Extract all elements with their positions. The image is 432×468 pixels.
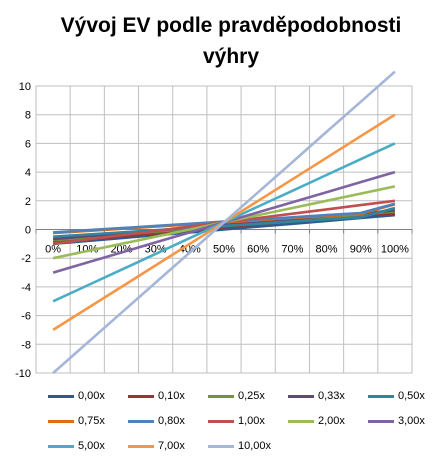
legend-swatch bbox=[208, 444, 234, 448]
y-tick-label: 2 bbox=[25, 196, 31, 208]
legend-item: 0,80x bbox=[128, 411, 185, 431]
legend-swatch bbox=[128, 419, 154, 423]
legend-swatch bbox=[128, 444, 154, 448]
y-tick-label: 6 bbox=[25, 138, 31, 150]
x-tick-label: 90% bbox=[350, 244, 372, 256]
y-tick-label: -8 bbox=[21, 339, 31, 351]
y-tick-label: 8 bbox=[25, 110, 31, 122]
legend-swatch bbox=[48, 419, 74, 423]
legend-item: 1,00x bbox=[208, 411, 265, 431]
legend-item: 2,00x bbox=[288, 411, 345, 431]
legend-label: 0,75x bbox=[78, 415, 105, 427]
y-tick-label: 0 bbox=[25, 225, 31, 237]
legend-label: 0,10x bbox=[158, 390, 185, 402]
legend-item: 0,75x bbox=[48, 411, 105, 431]
legend-label: 10,00x bbox=[238, 440, 272, 452]
legend-item: 7,00x bbox=[128, 436, 185, 456]
chart-title: Vývoj EV podle pravděpodobnosti výhry bbox=[60, 14, 402, 68]
legend-label: 0,33x bbox=[318, 390, 345, 402]
legend-label: 7,00x bbox=[158, 440, 185, 452]
y-tick-label: 10 bbox=[19, 81, 31, 93]
legend-swatch bbox=[128, 394, 154, 398]
legend-swatch bbox=[288, 394, 314, 398]
legend-label: 0,25x bbox=[238, 390, 265, 402]
series-line bbox=[52, 70, 396, 374]
y-tick-label: -6 bbox=[21, 311, 31, 323]
legend-item: 0,10x bbox=[128, 386, 185, 406]
series-line bbox=[53, 206, 396, 238]
legend-label: 0,50x bbox=[398, 390, 425, 402]
y-tick-label: -4 bbox=[21, 282, 31, 294]
x-tick-label: 20% bbox=[110, 244, 132, 256]
legend-label: 5,00x bbox=[78, 440, 105, 452]
x-tick-label: 0% bbox=[45, 244, 61, 256]
y-tick-label: 4 bbox=[25, 167, 31, 179]
legend-swatch bbox=[48, 394, 74, 398]
x-tick-label: 100% bbox=[381, 244, 409, 256]
legend-item: 0,25x bbox=[208, 386, 265, 406]
legend-swatch bbox=[288, 419, 314, 423]
x-tick-label: 50% bbox=[213, 244, 235, 256]
y-tick-label: -2 bbox=[21, 253, 31, 265]
legend-item: 10,00x bbox=[208, 436, 271, 456]
legend-label: 3,00x bbox=[398, 415, 425, 427]
legend-label: 0,00x bbox=[78, 390, 105, 402]
legend-label: 0,80x bbox=[158, 415, 185, 427]
legend-item: 5,00x bbox=[48, 436, 105, 456]
x-tick-label: 80% bbox=[316, 244, 338, 256]
legend-item: 0,33x bbox=[288, 386, 345, 406]
legend-item: 0,00x bbox=[48, 386, 105, 406]
legend-item: 3,00x bbox=[368, 411, 425, 431]
legend-item: 0,50x bbox=[368, 386, 425, 406]
legend-swatch bbox=[208, 419, 234, 423]
x-tick-label: 70% bbox=[281, 244, 303, 256]
legend-swatch bbox=[368, 394, 394, 398]
legend-swatch bbox=[48, 444, 74, 448]
legend-label: 2,00x bbox=[318, 415, 345, 427]
x-tick-label: 60% bbox=[247, 244, 269, 256]
legend-swatch bbox=[208, 394, 234, 398]
y-tick-label: -10 bbox=[15, 368, 31, 380]
legend-label: 1,00x bbox=[238, 415, 265, 427]
legend-swatch bbox=[368, 419, 394, 423]
